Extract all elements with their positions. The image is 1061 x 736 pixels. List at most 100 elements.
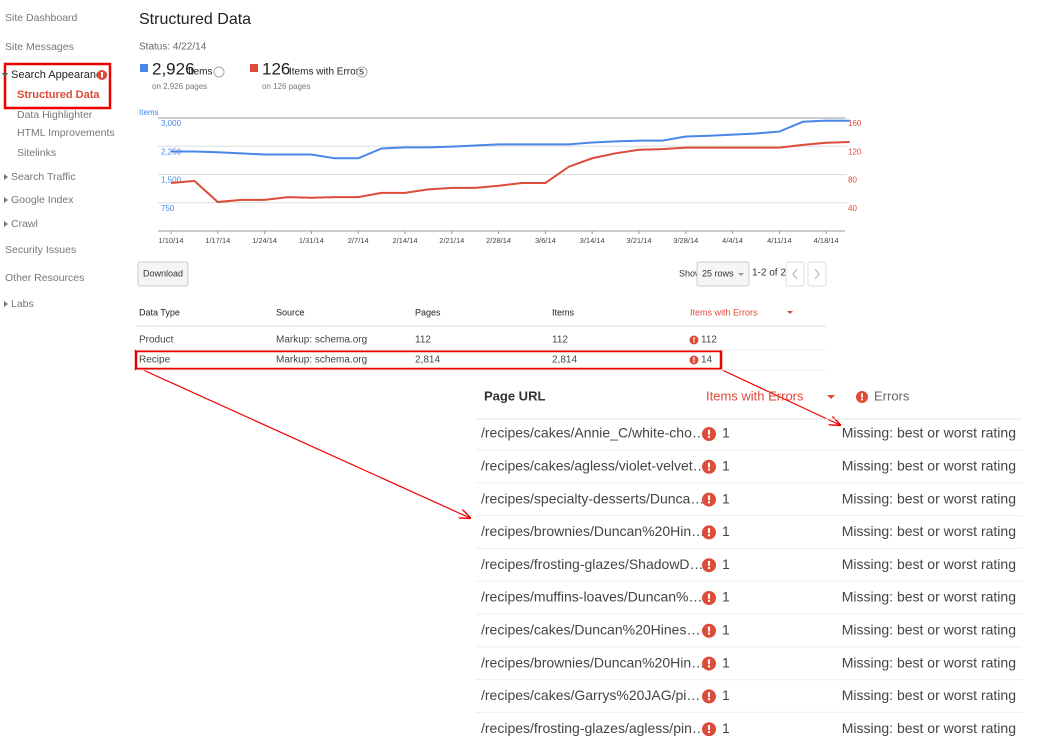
nav-item[interactable]: Data Highlighter xyxy=(17,109,93,121)
error-text: Missing: best or worst rating xyxy=(842,720,1016,736)
y2-tick-label: 80 xyxy=(848,176,857,185)
x-tick-label: 3/6/14 xyxy=(535,236,556,245)
page-url[interactable]: /recipes/cakes/agless/violet-velvet… xyxy=(481,458,707,474)
error-icon-mark xyxy=(693,357,695,361)
page-url[interactable]: /recipes/cakes/Duncan%20Hines… xyxy=(481,622,700,638)
y-tick-label: 750 xyxy=(161,204,175,213)
page-title: Structured Data xyxy=(139,11,251,28)
page-url[interactable]: /recipes/frosting-glazes/agless/pin… xyxy=(481,720,706,736)
legend-swatch xyxy=(250,64,258,72)
nav-item[interactable]: Site Dashboard xyxy=(5,12,78,24)
sort-caret xyxy=(827,395,835,399)
detail-header: Items with Errors xyxy=(706,388,804,403)
series-line xyxy=(170,141,850,204)
table-cell: 2,814 xyxy=(552,355,577,366)
arrow xyxy=(140,368,470,518)
column-header: Source xyxy=(276,307,305,317)
page-url[interactable]: /recipes/frosting-glazes/ShadowD… xyxy=(481,556,704,572)
error-text: Missing: best or worst rating xyxy=(842,654,1016,670)
rows-caret xyxy=(738,273,744,276)
error-icon-mark xyxy=(707,632,711,635)
column-header: Data Type xyxy=(139,307,180,317)
error-icon-mark xyxy=(707,435,711,438)
x-tick-label: 1/17/14 xyxy=(205,236,230,245)
page-url[interactable]: /recipes/brownies/Duncan%20Hin… xyxy=(481,523,705,539)
next-button[interactable] xyxy=(807,261,827,287)
help-icon xyxy=(356,66,368,78)
error-text: Missing: best or worst rating xyxy=(842,490,1016,506)
x-tick-label: 3/14/14 xyxy=(580,236,605,245)
error-icon-mark xyxy=(861,393,863,398)
page-url[interactable]: /recipes/cakes/Annie_C/white-cho… xyxy=(481,425,706,441)
nav-item[interactable]: HTML Improvements xyxy=(17,127,115,139)
info-icon-fill xyxy=(101,72,103,77)
x-tick-label: 2/14/14 xyxy=(392,236,417,245)
download-button[interactable] xyxy=(137,261,189,287)
error-text: Missing: best or worst rating xyxy=(842,523,1016,539)
table-cell: Recipe xyxy=(139,355,171,366)
error-icon-mark xyxy=(693,361,695,363)
y2-tick-label: 160 xyxy=(848,119,862,128)
error-icon-mark xyxy=(693,337,695,341)
nav-item[interactable]: Site Messages xyxy=(5,41,74,53)
error-icon-mark xyxy=(707,659,711,665)
status: Status: 4/22/14 xyxy=(139,42,207,53)
nav-item[interactable]: Google Index xyxy=(11,194,74,206)
error-count: 1 xyxy=(722,720,730,736)
page-url[interactable]: /recipes/brownies/Duncan%20Hin… xyxy=(481,654,705,670)
error-icon-mark xyxy=(707,495,711,501)
error-count: 1 xyxy=(722,654,730,670)
nav-item[interactable]: Search Appearance xyxy=(11,69,108,81)
nav-item[interactable]: Sitelinks xyxy=(17,147,56,159)
y2-tick-label: 120 xyxy=(848,147,862,156)
highlight-box xyxy=(3,62,112,110)
x-tick-label: 1/31/14 xyxy=(299,236,324,245)
error-icon-mark xyxy=(707,501,711,504)
highlight-box xyxy=(134,349,723,371)
page-url[interactable]: /recipes/muffins-loaves/Duncan%… xyxy=(481,589,703,605)
nav-item[interactable]: Crawl xyxy=(11,218,38,230)
prev-button[interactable] xyxy=(785,261,805,287)
table-cell: 112 xyxy=(415,335,431,346)
nav-item[interactable]: Structured Data xyxy=(17,89,100,101)
items-sub: on 2,926 pages xyxy=(152,82,207,91)
errors-label: Items with Errors xyxy=(289,67,364,78)
nav-expander xyxy=(4,174,8,180)
table-cell: Product xyxy=(139,335,174,346)
error-text: Missing: best or worst rating xyxy=(842,556,1016,572)
page-url[interactable]: /recipes/cakes/Garrys%20JAG/pi… xyxy=(481,687,700,703)
page-url[interactable]: /recipes/specialty-desserts/Dunca… xyxy=(481,490,704,506)
error-icon-mark xyxy=(707,692,711,698)
y-tick-label: 1,500 xyxy=(161,176,182,185)
nav-item[interactable]: Security Issues xyxy=(5,244,76,256)
nav-expander xyxy=(4,221,8,227)
error-icon-mark xyxy=(707,730,711,734)
error-count: 1 xyxy=(722,556,730,572)
y-axis-label: Items xyxy=(139,108,159,117)
column-header: Pages xyxy=(415,307,441,317)
nav-item[interactable]: Other Resources xyxy=(5,272,84,284)
nav-item[interactable]: Search Traffic xyxy=(11,171,76,183)
error-icon-mark xyxy=(707,566,711,570)
error-count: 1 xyxy=(722,523,730,539)
table-cell: Markup: schema.org xyxy=(276,335,367,346)
error-icon-mark xyxy=(707,528,711,534)
error-count: 1 xyxy=(722,687,730,703)
error-text: Missing: best or worst rating xyxy=(842,687,1016,703)
error-text: Missing: best or worst rating xyxy=(842,589,1016,605)
x-tick-label: 2/7/14 xyxy=(348,236,369,245)
errors-sub: on 126 pages xyxy=(262,82,311,91)
x-tick-label: 2/21/14 xyxy=(439,236,464,245)
error-icon-mark xyxy=(693,341,695,343)
nav-item[interactable]: Labs xyxy=(11,298,34,310)
rows-select[interactable] xyxy=(696,261,750,287)
column-header: Items xyxy=(552,307,575,317)
x-tick-label: 3/28/14 xyxy=(673,236,698,245)
next-arrow xyxy=(814,268,820,280)
error-icon-mark xyxy=(707,698,711,701)
table-cell: 2,814 xyxy=(415,355,440,366)
error-icon-mark xyxy=(707,626,711,632)
table-cell: 14 xyxy=(701,355,713,366)
